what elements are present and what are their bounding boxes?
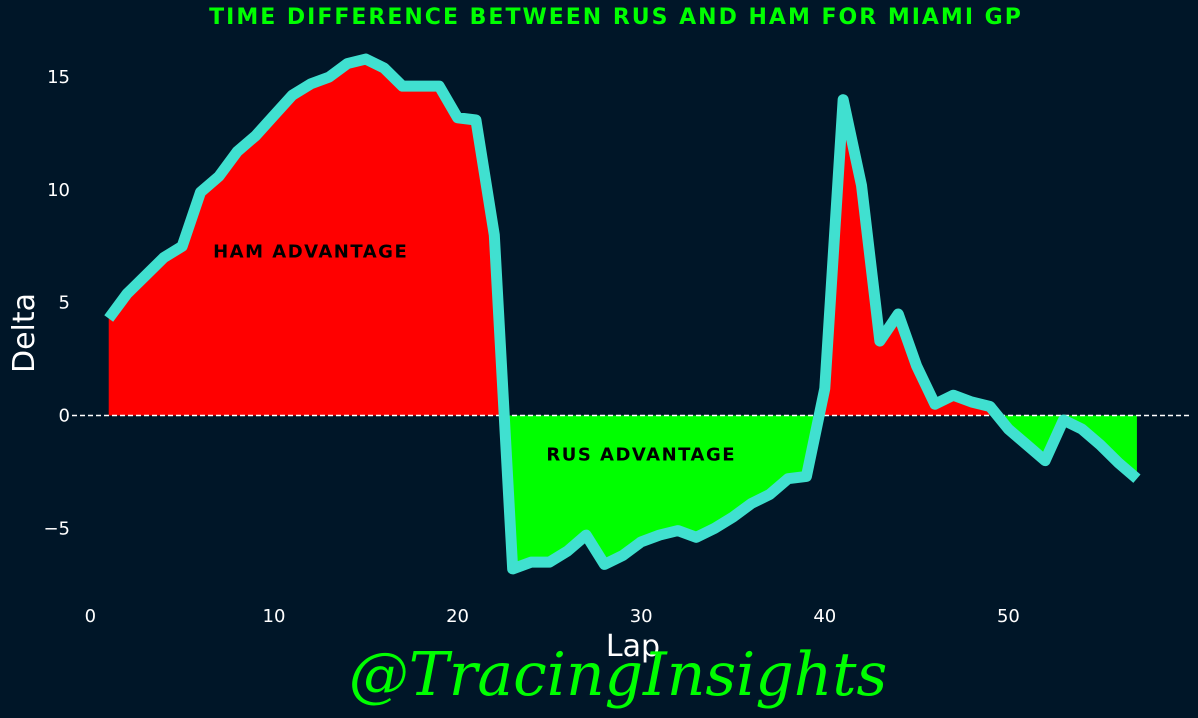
x-tick-label: 40 xyxy=(813,606,836,627)
chart-title: TIME DIFFERENCE BETWEEN RUS AND HAM FOR … xyxy=(209,5,1023,30)
x-tick-label: 0 xyxy=(85,606,96,627)
x-tick-label: 50 xyxy=(997,606,1020,627)
y-axis-ticks: −5 0 5 10 15 xyxy=(43,67,70,539)
rus-advantage-label: RUS ADVANTAGE xyxy=(546,445,736,466)
x-tick-label: 30 xyxy=(630,606,653,627)
delta-series-line xyxy=(104,53,1141,575)
annotations: HAM ADVANTAGE RUS ADVANTAGE xyxy=(213,242,736,466)
y-tick-label: 5 xyxy=(59,293,70,314)
y-axis-label: Delta xyxy=(7,293,42,373)
ham-advantage-label: HAM ADVANTAGE xyxy=(213,242,408,263)
area-fills xyxy=(108,59,1137,569)
y-tick-label: 15 xyxy=(47,67,70,88)
x-axis-label: Lap xyxy=(606,629,660,664)
ham-advantage-area xyxy=(108,59,505,416)
rus-advantage-area xyxy=(504,415,820,569)
y-tick-label: −5 xyxy=(43,518,70,539)
x-tick-label: 20 xyxy=(446,606,469,627)
watermark-signature: @TracingInsights xyxy=(349,640,888,710)
y-tick-label: 0 xyxy=(59,406,70,427)
ham-advantage-area xyxy=(819,99,998,416)
rus-advantage-area xyxy=(997,415,1137,479)
x-tick-label: 10 xyxy=(263,606,286,627)
x-axis-ticks: 0 10 20 30 40 50 xyxy=(85,606,1020,627)
y-tick-label: 10 xyxy=(47,180,70,201)
